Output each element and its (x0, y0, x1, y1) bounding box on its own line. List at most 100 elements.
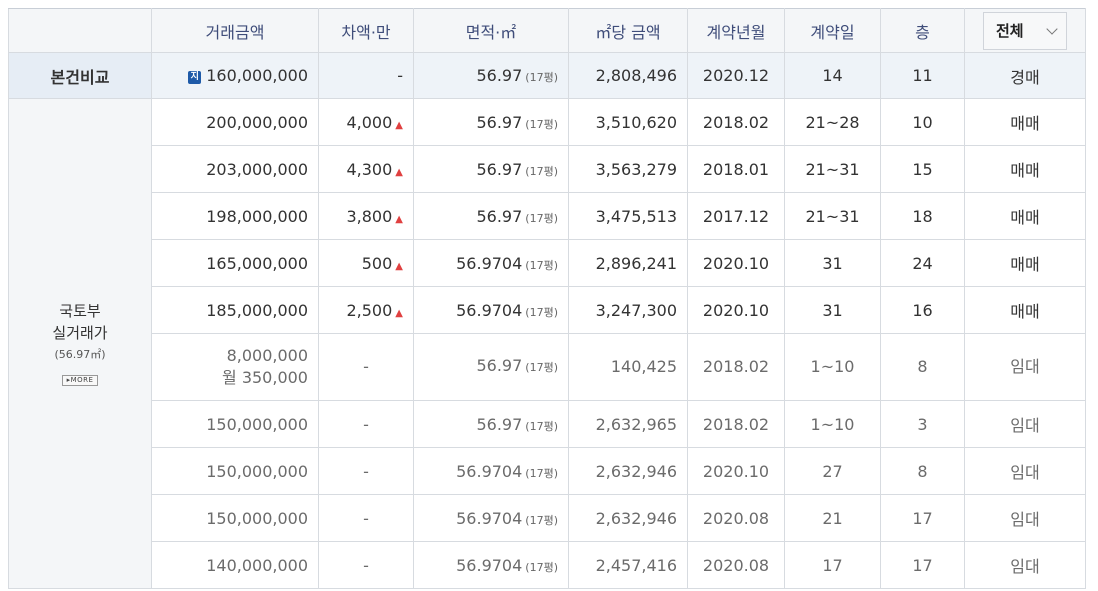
contract-month: 2020.08 (687, 541, 785, 589)
diff: - (318, 494, 414, 542)
price-per-m2: 140,425 (568, 333, 688, 401)
contract-day: 31 (784, 286, 881, 334)
contract-day: 1~10 (784, 333, 881, 401)
price-per-m2: 2,896,241 (568, 239, 688, 287)
area: 56.9704 (456, 508, 523, 528)
area: 56.97 (476, 206, 523, 226)
price: 200,000,000 (206, 112, 308, 132)
floor: 18 (880, 192, 965, 240)
table-row: 국토부 실거래가 (56.97㎡) ▸MORE 200,000,000 4,000 ▲ 56.… (8, 98, 1086, 589)
comparison-per-m2: 2,808,496 (568, 52, 688, 99)
deal-type: 임대 (964, 400, 1086, 448)
comparison-price: 160,000,000 (206, 66, 308, 85)
floor: 10 (880, 98, 965, 146)
transaction-table-container: 거래금액 차액·만 면적·㎡ ㎡당 금액 계약년월 계약일 층 전체 본건비교 … (8, 8, 1086, 589)
contract-day: 21~31 (784, 192, 881, 240)
price: 140,000,000 (206, 555, 308, 575)
contract-month: 2018.02 (687, 400, 785, 448)
header-price-per-m2: ㎡당 금액 (568, 8, 688, 53)
area: 56.9704 (456, 461, 523, 481)
pyeong: (17평) (525, 258, 558, 272)
deal-type: 매매 (964, 239, 1086, 287)
comparison-row: 본건비교 지 160,000,000 - 56.97 (17평) 2,808,496… (8, 52, 1086, 99)
comparison-day: 14 (784, 52, 881, 99)
diff: 4,300 (346, 159, 393, 179)
floor: 17 (880, 541, 965, 589)
price: 150,000,000 (206, 508, 308, 528)
comparison-area-cell: 56.97 (17평) (413, 52, 569, 99)
area-cell: 56.9704 (17평) (413, 447, 569, 495)
table-row: 8,000,000 월 350,000-56.97 (17평) 140,425 2018… (9, 333, 1086, 401)
header-contract-month: 계약년월 (687, 8, 785, 53)
side-area: (56.97㎡) (54, 347, 106, 361)
deal-type: 임대 (964, 447, 1086, 495)
comparison-price-cell: 지 160,000,000 (151, 52, 319, 99)
area-cell: 56.97 (17평) (413, 400, 569, 448)
comparison-diff: - (318, 52, 414, 99)
contract-day: 21~31 (784, 145, 881, 193)
diff-cell: 3,800 ▲ (318, 192, 414, 240)
price-per-m2: 2,457,416 (568, 541, 688, 589)
deal-type: 매매 (964, 286, 1086, 334)
contract-day: 21~28 (784, 98, 881, 146)
area: 56.97 (476, 356, 523, 375)
up-arrow-icon: ▲ (395, 260, 403, 272)
price-cell: 200,000,000 (151, 98, 319, 146)
table-row: 150,000,000-56.9704 (17평) 2,632,946 2020.10… (9, 447, 1086, 495)
contract-month: 2020.10 (687, 239, 785, 287)
price-cell: 150,000,000 (151, 447, 319, 495)
diff-cell: 4,000 ▲ (318, 98, 414, 146)
diff-cell: 4,300 ▲ (318, 145, 414, 193)
diff-cell: 500 ▲ (318, 239, 414, 287)
side-line2: 실거래가 (52, 323, 108, 342)
price-cell: 150,000,000 (151, 400, 319, 448)
diff: - (318, 541, 414, 589)
more-button[interactable]: ▸MORE (61, 374, 99, 386)
price-per-m2: 3,510,620 (568, 98, 688, 146)
type-filter-value: 전체 (996, 22, 1024, 40)
side-line1: 국토부 (59, 301, 101, 320)
auction-badge-icon: 지 (188, 71, 202, 84)
price-cell: 8,000,000 월 350,000 (151, 333, 319, 401)
comparison-area: 56.97 (476, 66, 523, 85)
header-diff: 차액·만 (318, 8, 414, 53)
header-contract-day: 계약일 (784, 8, 881, 53)
diff-cell: 2,500 ▲ (318, 286, 414, 334)
contract-month: 2020.10 (687, 286, 785, 334)
price-per-m2: 3,563,279 (568, 145, 688, 193)
area-cell: 56.9704 (17평) (413, 286, 569, 334)
area-cell: 56.9704 (17평) (413, 239, 569, 287)
price: 198,000,000 (206, 206, 308, 226)
diff: 500 (361, 253, 393, 273)
deal-type: 매매 (964, 98, 1086, 146)
pyeong: (17평) (525, 560, 558, 574)
up-arrow-icon: ▲ (395, 213, 403, 225)
contract-month: 2018.02 (687, 98, 785, 146)
transaction-table: 거래금액 차액·만 면적·㎡ ㎡당 금액 계약년월 계약일 층 전체 본건비교 … (8, 8, 1086, 589)
area: 56.97 (476, 159, 523, 179)
area: 56.9704 (456, 555, 523, 575)
contract-month: 2018.01 (687, 145, 785, 193)
price-per-m2: 3,475,513 (568, 192, 688, 240)
comparison-label: 본건비교 (8, 52, 152, 99)
contract-day: 27 (784, 447, 881, 495)
diff: - (318, 447, 414, 495)
table-header-row: 거래금액 차액·만 면적·㎡ ㎡당 금액 계약년월 계약일 층 전체 (8, 8, 1086, 53)
table-row: 203,000,000 4,300 ▲ 56.97 (17평) 3,563,279 2018… (9, 145, 1086, 193)
contract-day: 31 (784, 239, 881, 287)
area-cell: 56.97 (17평) (413, 145, 569, 193)
floor: 8 (880, 333, 965, 401)
header-filter-cell: 전체 (964, 8, 1086, 53)
deal-type: 임대 (964, 333, 1086, 401)
deal-type: 매매 (964, 145, 1086, 193)
price: 185,000,000 (206, 300, 308, 320)
price-cell: 150,000,000 (151, 494, 319, 542)
table-row: 140,000,000- 56.9704 (17평) 2,457,416 2020.08… (9, 541, 1086, 589)
comparison-pyeong: (17평) (525, 71, 558, 84)
floor: 8 (880, 447, 965, 495)
price: 203,000,000 (206, 159, 308, 179)
pyeong: (17평) (525, 419, 558, 433)
type-filter-select[interactable]: 전체 (983, 11, 1067, 50)
up-arrow-icon: ▲ (395, 307, 403, 319)
